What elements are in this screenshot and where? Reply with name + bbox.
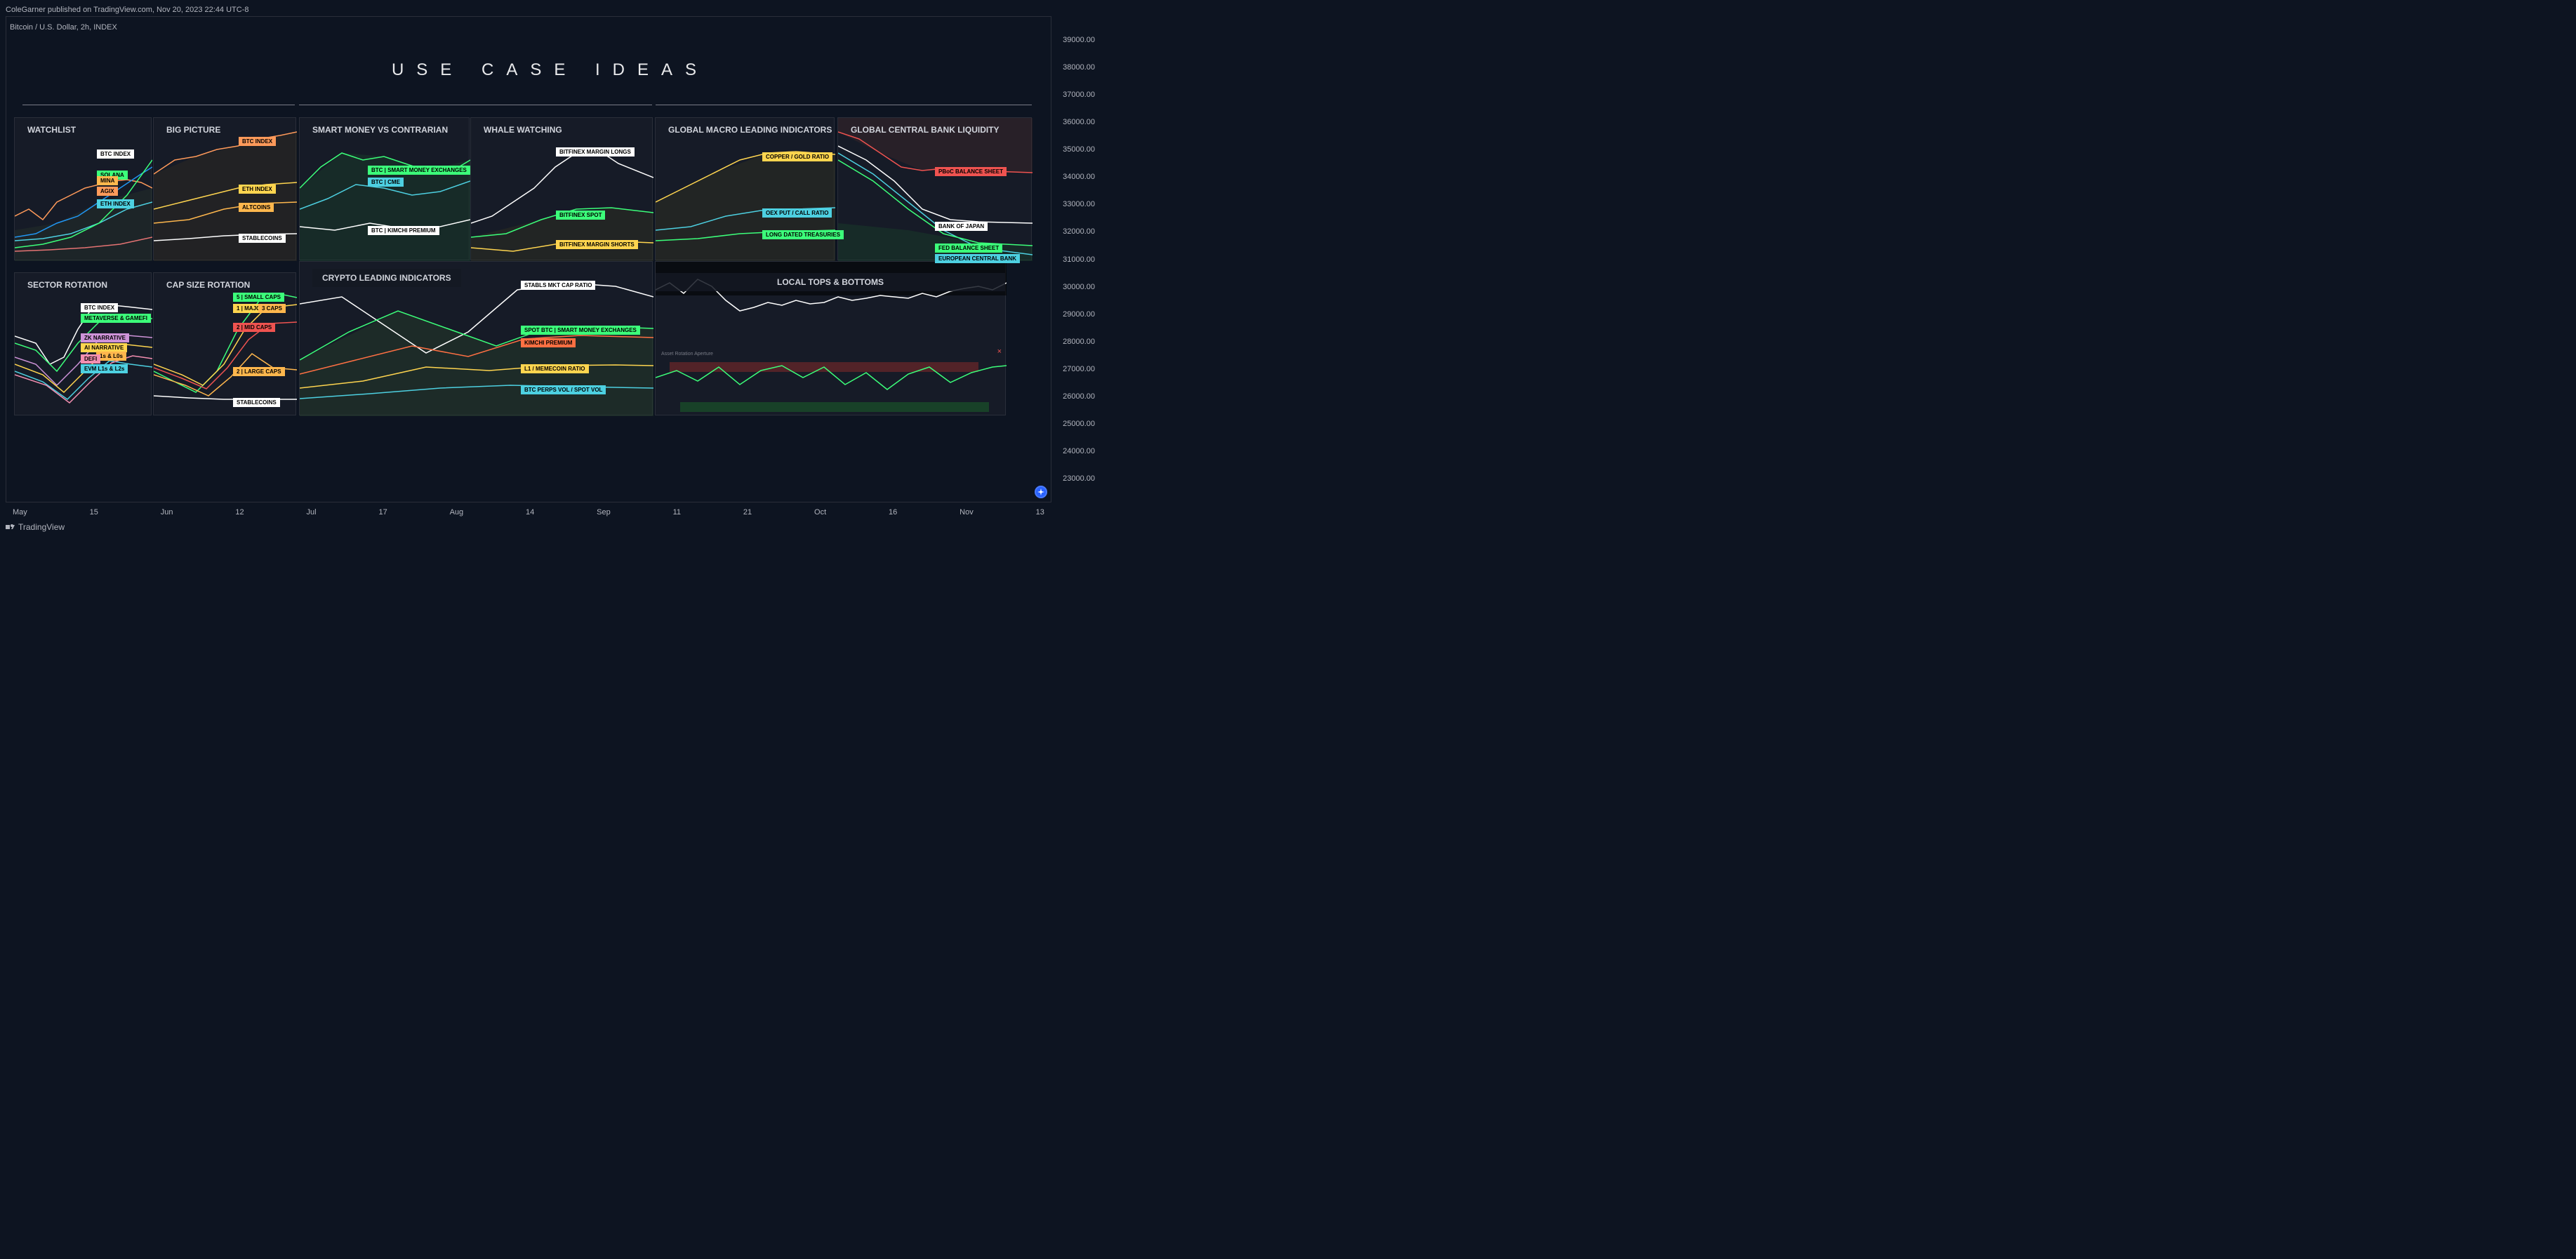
x-tick: Jul bbox=[307, 508, 317, 517]
chart-svg bbox=[838, 118, 1033, 261]
y-tick: 33000.00 bbox=[1054, 200, 1095, 208]
series-label: EUROPEAN CENTRAL BANK bbox=[935, 254, 1020, 263]
x-tick: 17 bbox=[378, 508, 387, 517]
series-label: ALTCOINS bbox=[239, 203, 274, 212]
x-tick: Oct bbox=[814, 508, 826, 517]
y-tick: 31000.00 bbox=[1054, 255, 1095, 264]
y-tick: 26000.00 bbox=[1054, 392, 1095, 401]
panel-whale[interactable]: WHALE WATCHING bbox=[470, 117, 653, 260]
series-label: BTC INDEX bbox=[97, 149, 134, 159]
panel-title: WATCHLIST bbox=[27, 125, 76, 135]
x-tick: 15 bbox=[90, 508, 98, 517]
y-tick: 29000.00 bbox=[1054, 310, 1095, 319]
series-label: AGIX bbox=[97, 187, 118, 196]
series-label: BTC | CME bbox=[368, 178, 404, 187]
y-tick: 37000.00 bbox=[1054, 91, 1095, 99]
series-label: STABLS MKT CAP RATIO bbox=[521, 281, 595, 290]
x-tick: Nov bbox=[960, 508, 974, 517]
panel-title: SMART MONEY VS CONTRARIAN bbox=[312, 125, 448, 135]
series-label: 2 | MID CAPS bbox=[233, 323, 275, 332]
indicator-label: Asset Rotation Aperture bbox=[661, 352, 713, 357]
chart-svg bbox=[300, 118, 470, 261]
snapshot-button[interactable] bbox=[1035, 486, 1047, 498]
series-label: EVM L1s & L2s bbox=[81, 364, 128, 373]
x-axis[interactable]: May 15 Jun 12 Jul 17 Aug 14 Sep 11 21 Oct 16 Nov 13 bbox=[6, 508, 1051, 517]
x-tick: 21 bbox=[743, 508, 752, 517]
series-label: ETH INDEX bbox=[97, 199, 134, 208]
y-tick: 39000.00 bbox=[1054, 36, 1095, 44]
x-tick: 12 bbox=[235, 508, 244, 517]
series-label: KIMCHI PREMIUM bbox=[521, 338, 576, 347]
panel-watchlist[interactable]: WATCHLIST bbox=[14, 117, 152, 260]
panel-local_tops[interactable]: LOCAL TOPS & BOTTOMS Asset Rotation Apert… bbox=[655, 261, 1006, 415]
y-tick: 24000.00 bbox=[1054, 447, 1095, 455]
series-label: ZK NARRATIVE bbox=[81, 333, 129, 342]
panel-title: GLOBAL MACRO LEADING INDICATORS bbox=[668, 125, 832, 135]
y-tick: 32000.00 bbox=[1054, 227, 1095, 236]
x-tick: 11 bbox=[673, 508, 681, 517]
series-label: 5 | SMALL CAPS bbox=[233, 293, 284, 302]
y-axis[interactable]: 39000.00 38000.00 37000.00 36000.00 35000.00… bbox=[1054, 16, 1095, 502]
panel-title: CAP SIZE ROTATION bbox=[166, 280, 250, 290]
y-tick: 27000.00 bbox=[1054, 365, 1095, 373]
panel-title: CRYPTO LEADING INDICATORS bbox=[312, 269, 461, 287]
y-tick: 38000.00 bbox=[1054, 63, 1095, 72]
y-tick: 30000.00 bbox=[1054, 283, 1095, 291]
publish-info: ColeGarner published on TradingView.com,… bbox=[6, 6, 249, 14]
footer-brand: TradingView bbox=[6, 522, 65, 532]
y-tick: 28000.00 bbox=[1054, 338, 1095, 346]
series-label: BTC | KIMCHI PREMIUM bbox=[368, 226, 439, 235]
x-tick: Aug bbox=[450, 508, 464, 517]
panel-title: WHALE WATCHING bbox=[484, 125, 562, 135]
x-tick: 13 bbox=[1036, 508, 1044, 517]
chart-svg bbox=[15, 118, 152, 261]
panel-title: GLOBAL CENTRAL BANK LIQUIDITY bbox=[851, 125, 1000, 135]
y-tick: 25000.00 bbox=[1054, 420, 1095, 428]
panel-title: LOCAL TOPS & BOTTOMS bbox=[656, 273, 1005, 291]
series-label: STABLECOINS bbox=[239, 234, 286, 243]
series-label: BITFINEX SPOT bbox=[556, 211, 605, 220]
x-tick: May bbox=[13, 508, 27, 517]
series-label: SPOT BTC | SMART MONEY EXCHANGES bbox=[521, 326, 640, 335]
series-label: LONG DATED TREASURIES bbox=[762, 230, 844, 239]
series-label: FED BALANCE SHEET bbox=[935, 244, 1002, 253]
y-tick: 36000.00 bbox=[1054, 118, 1095, 126]
series-label: BITFINEX MARGIN SHORTS bbox=[556, 240, 638, 249]
series-label: ETH INDEX bbox=[239, 185, 276, 194]
x-tick: 16 bbox=[889, 508, 897, 517]
x-tick: Jun bbox=[161, 508, 173, 517]
series-label: METAVERSE & GAMEFI bbox=[81, 314, 151, 323]
y-tick: 34000.00 bbox=[1054, 173, 1095, 181]
series-label: 1s & L0s bbox=[96, 352, 126, 361]
y-tick: 23000.00 bbox=[1054, 474, 1095, 483]
series-label: STABLECOINS bbox=[233, 398, 280, 407]
series-label: BTC INDEX bbox=[81, 303, 118, 312]
close-icon[interactable]: × bbox=[997, 347, 1002, 356]
panel-title: SECTOR ROTATION bbox=[27, 280, 107, 290]
series-label: 2 | LARGE CAPS bbox=[233, 367, 285, 376]
chart-svg bbox=[656, 118, 835, 261]
series-label: BTC | SMART MONEY EXCHANGES bbox=[368, 166, 470, 175]
series-label: L1 / MEMECOIN RATIO bbox=[521, 364, 589, 373]
series-label: MINA bbox=[97, 176, 118, 185]
x-tick: 14 bbox=[526, 508, 534, 517]
series-label: PBoC BALANCE SHEET bbox=[935, 167, 1007, 176]
series-label: COPPER / GOLD RATIO bbox=[762, 152, 832, 161]
series-label: BITFINEX MARGIN LONGS bbox=[556, 147, 635, 156]
panel-central_bank[interactable]: GLOBAL CENTRAL BANK LIQUIDITY bbox=[837, 117, 1032, 260]
x-tick: Sep bbox=[597, 508, 611, 517]
series-label: BTC PERPS VOL / SPOT VOL bbox=[521, 385, 606, 394]
series-label: BTC INDEX bbox=[239, 137, 276, 146]
tradingview-logo-icon bbox=[6, 522, 15, 532]
page-title: USE CASE IDEAS bbox=[392, 60, 709, 80]
series-label: OEX PUT / CALL RATIO bbox=[762, 208, 832, 218]
y-tick: 35000.00 bbox=[1054, 145, 1095, 154]
panel-title: BIG PICTURE bbox=[166, 125, 220, 135]
series-label: BANK OF JAPAN bbox=[935, 222, 988, 231]
panel-smart_money[interactable]: SMART MONEY VS CONTRARIAN bbox=[299, 117, 470, 260]
series-label: 3 CAPS bbox=[258, 304, 286, 313]
series-label: DEFI bbox=[81, 354, 100, 364]
